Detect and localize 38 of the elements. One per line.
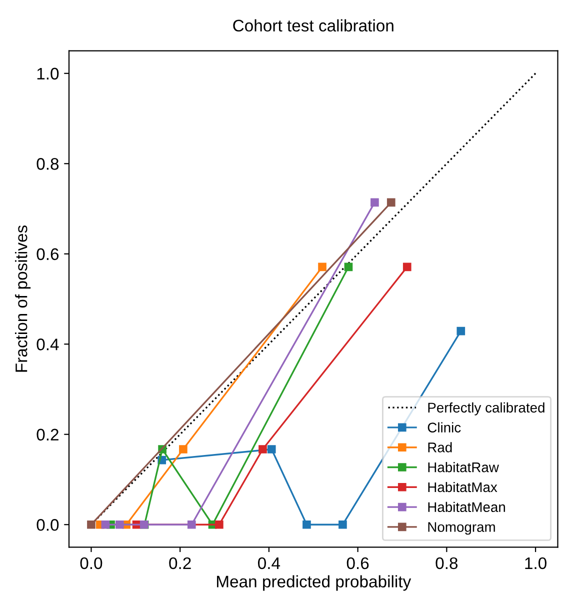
- legend-label: HabitatMean: [428, 502, 505, 512]
- point: [344, 262, 353, 272]
- legend-label: Rad: [428, 442, 452, 452]
- x-tick-label: 0.0: [80, 557, 102, 570]
- point: [267, 445, 276, 454]
- point: [338, 520, 347, 529]
- point: [402, 262, 412, 272]
- point: [115, 520, 124, 529]
- chart-title: Cohort test calibration: [233, 19, 394, 32]
- point: [187, 520, 196, 529]
- point: [179, 445, 188, 454]
- x-tick-label: 0.8: [436, 557, 458, 570]
- point: [386, 198, 396, 207]
- y-tick-label: 0.8: [36, 158, 59, 170]
- y-tick-label: 0.2: [36, 428, 58, 441]
- point: [87, 520, 96, 529]
- point: [101, 520, 110, 529]
- y-axis-title: Fraction of positives: [15, 225, 31, 372]
- point: [258, 445, 267, 454]
- point: [302, 520, 311, 529]
- y-tick-label: 0.6: [36, 248, 59, 260]
- legend-label: Nomogram: [428, 522, 495, 535]
- point: [456, 326, 466, 336]
- legend-label: Perfectly calibrated: [428, 402, 544, 416]
- point: [318, 262, 326, 272]
- point: [215, 520, 224, 529]
- y-tick-label: 0.0: [36, 519, 59, 531]
- y-tick-label: 0.4: [36, 338, 59, 350]
- x-tick-label: 0.2: [169, 557, 191, 570]
- x-tick-label: 0.6: [346, 557, 369, 570]
- x-axis-title: Mean predicted probability: [217, 575, 412, 591]
- x-tick-label: 0.4: [258, 557, 280, 570]
- legend-label: Clinic: [428, 422, 461, 432]
- x-tick-label: 1.0: [525, 557, 546, 570]
- legend-label: HabitatRaw: [428, 462, 499, 472]
- y-tick-label: 1.0: [37, 68, 59, 80]
- point: [370, 198, 379, 207]
- legend-label: HabitatMax: [428, 482, 498, 492]
